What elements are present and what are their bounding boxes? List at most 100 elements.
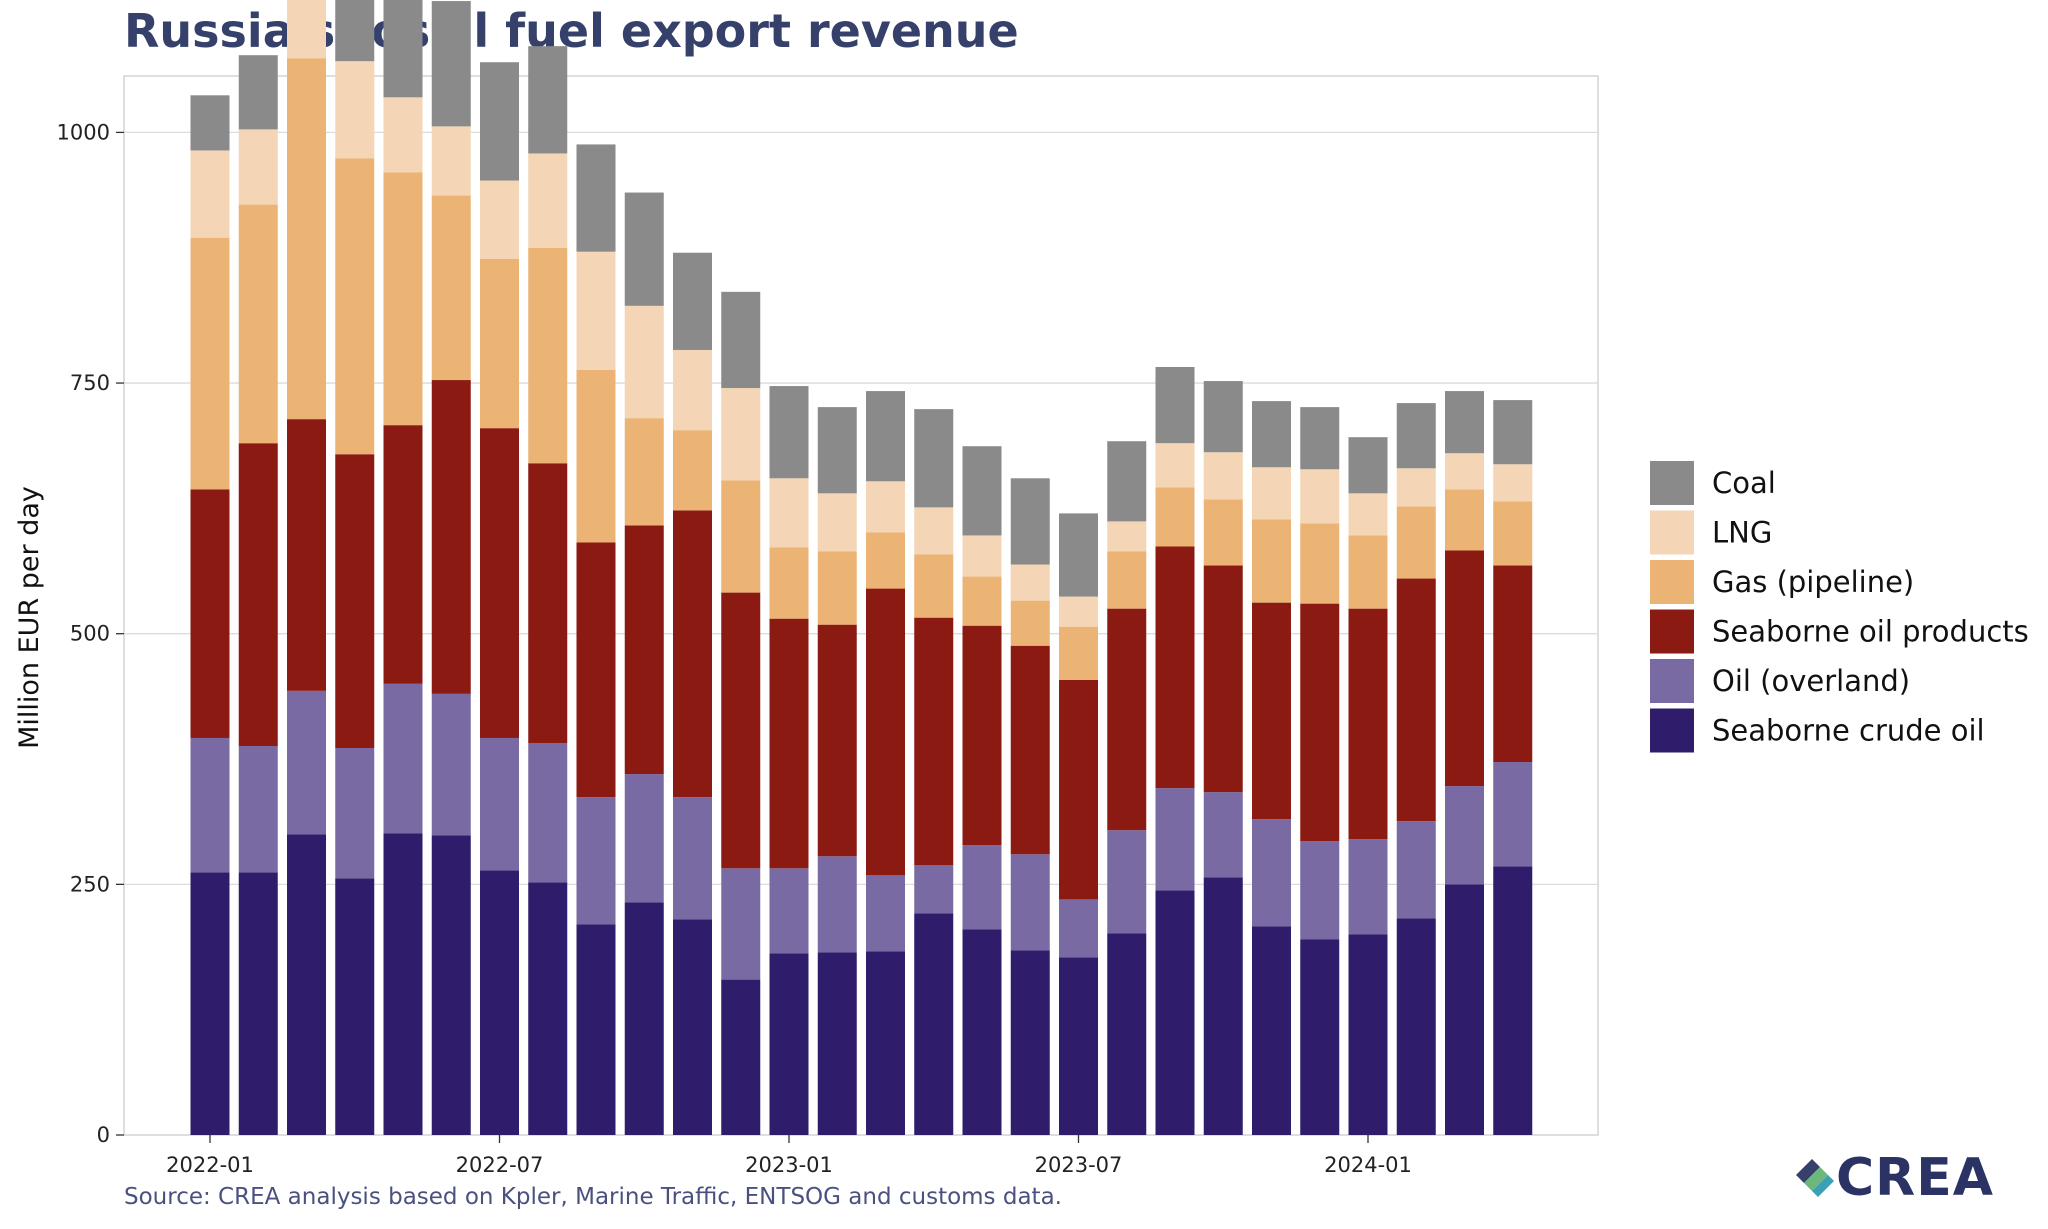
bar-segment-oil-overland — [1348, 839, 1388, 935]
bar-segment-oil-overland — [431, 693, 471, 836]
bar-segment-seaborne-oil-products — [1010, 645, 1050, 855]
bar-segment-lng — [866, 481, 905, 533]
bar-segment-coal — [335, 0, 375, 62]
bar-segment-oil-overland — [190, 737, 230, 873]
bar-segment-oil-overland — [1396, 821, 1436, 919]
bar-segment-seaborne-crude-oil — [1300, 939, 1340, 1135]
bar-segment-oil-overland — [721, 868, 761, 980]
bar-segment-oil-overland — [287, 690, 326, 835]
bar-segment-seaborne-oil-products — [1396, 578, 1436, 822]
bar-segment-oil-overland — [962, 845, 1002, 930]
bar-segment-lng — [1203, 452, 1243, 500]
bar-segment-seaborne-crude-oil — [1348, 934, 1388, 1135]
bar-segment-gas-pipeline — [190, 237, 230, 490]
bar-segment-gas-pipeline — [866, 532, 905, 589]
bar-segment-coal — [1252, 401, 1291, 468]
bar-segment-coal — [1348, 437, 1388, 494]
bar-segment-seaborne-oil-products — [866, 588, 905, 876]
bar-segment-seaborne-oil-products — [914, 617, 954, 866]
bar-segment-seaborne-oil-products — [576, 542, 616, 798]
bar-segment-seaborne-oil-products — [673, 510, 712, 798]
crea-logo — [1796, 1159, 1834, 1197]
bar-segment-coal — [383, 0, 423, 98]
bar-segment-seaborne-crude-oil — [817, 952, 857, 1135]
bar-segment-coal — [480, 62, 519, 181]
bar-segment-gas-pipeline — [1396, 506, 1436, 579]
bar-segment-gas-pipeline — [431, 195, 471, 381]
bar-segment-seaborne-crude-oil — [1155, 890, 1195, 1135]
bar-segment-oil-overland — [480, 737, 519, 871]
bar-segment-seaborne-oil-products — [962, 625, 1002, 846]
bar-segment-gas-pipeline — [1445, 489, 1484, 551]
legend-swatch-coal — [1650, 461, 1694, 505]
bar-segment-coal — [769, 386, 809, 479]
y-tick-label: 250 — [70, 872, 110, 896]
bar-segment-seaborne-crude-oil — [480, 870, 519, 1135]
x-tick-label: 2022-07 — [456, 1153, 544, 1177]
x-tick-label: 2024-01 — [1324, 1153, 1412, 1177]
bar-segment-lng — [721, 388, 761, 481]
bar-segment-lng — [528, 153, 568, 248]
bar-segment-seaborne-oil-products — [769, 618, 809, 869]
bar-segment-lng — [190, 150, 230, 238]
bar-segment-seaborne-crude-oil — [769, 953, 809, 1135]
bar-segment-oil-overland — [769, 868, 809, 954]
bar-segment-oil-overland — [1059, 899, 1098, 958]
bar-segment-coal — [866, 391, 905, 482]
bar-segment-gas-pipeline — [1010, 600, 1050, 646]
bar-segment-oil-overland — [673, 797, 712, 920]
bar-segment-lng — [1300, 469, 1340, 524]
bar-segment-lng — [1107, 521, 1147, 552]
bar-segment-lng — [817, 493, 857, 552]
bar-segment-gas-pipeline — [1300, 523, 1340, 604]
legend-swatch-seaborne-oil-products — [1650, 609, 1694, 654]
bar-segment-gas-pipeline — [914, 554, 954, 618]
bar-segment-lng — [914, 507, 954, 555]
bar-segment-oil-overland — [1107, 830, 1147, 934]
bar-segment-gas-pipeline — [1155, 487, 1195, 547]
bar-segment-seaborne-oil-products — [1493, 565, 1533, 763]
x-tick-label: 2023-07 — [1035, 1153, 1123, 1177]
bar-segment-oil-overland — [866, 875, 905, 952]
bar-segment-lng — [576, 251, 616, 371]
bar-segment-lng — [287, 0, 326, 59]
bar-segment-gas-pipeline — [817, 551, 857, 625]
bar-segment-oil-overland — [1155, 788, 1195, 891]
y-tick-label: 1000 — [57, 120, 110, 144]
bar-segment-lng — [1348, 493, 1388, 536]
bar-segment-lng — [1493, 464, 1533, 502]
bar-segment-seaborne-oil-products — [335, 454, 375, 748]
bar-segment-gas-pipeline — [769, 547, 809, 619]
legend-label-oil-overland: Oil (overland) — [1712, 664, 1910, 698]
bar-segment-gas-pipeline — [1107, 551, 1147, 609]
bar-segment-seaborne-oil-products — [1445, 550, 1484, 787]
bar-segment-oil-overland — [914, 865, 954, 914]
bar-segment-seaborne-oil-products — [287, 419, 326, 691]
crea-logo-text: CREA — [1836, 1148, 1994, 1208]
bar-segment-coal — [1493, 400, 1533, 465]
legend-swatch-seaborne-crude-oil — [1650, 708, 1694, 753]
bar-segment-oil-overland — [1252, 819, 1291, 927]
bar-segment-gas-pipeline — [480, 258, 519, 429]
bar-segment-oil-overland — [1300, 841, 1340, 940]
bar-segment-gas-pipeline — [1493, 501, 1533, 566]
y-tick-label: 0 — [97, 1123, 110, 1147]
bar-segment-oil-overland — [1493, 762, 1533, 867]
x-tick-label: 2022-01 — [166, 1153, 254, 1177]
bar-segment-seaborne-oil-products — [624, 525, 664, 775]
bar-segment-lng — [769, 478, 809, 548]
bar-segment-seaborne-crude-oil — [673, 919, 712, 1135]
bar-segment-coal — [1445, 391, 1484, 454]
bar-segment-seaborne-crude-oil — [1107, 933, 1147, 1135]
legend-label-coal: Coal — [1712, 466, 1776, 500]
bar-segment-seaborne-oil-products — [1107, 608, 1147, 831]
bar-segment-coal — [721, 291, 761, 389]
bar-segment-seaborne-oil-products — [1203, 565, 1243, 793]
legend-swatch-oil-overland — [1650, 659, 1694, 703]
bar-segment-gas-pipeline — [1059, 626, 1098, 680]
bar-segment-gas-pipeline — [1252, 519, 1291, 603]
bar-segment-seaborne-crude-oil — [190, 872, 230, 1135]
bar-segment-seaborne-oil-products — [1155, 546, 1195, 789]
bar-segment-seaborne-crude-oil — [1445, 884, 1484, 1135]
